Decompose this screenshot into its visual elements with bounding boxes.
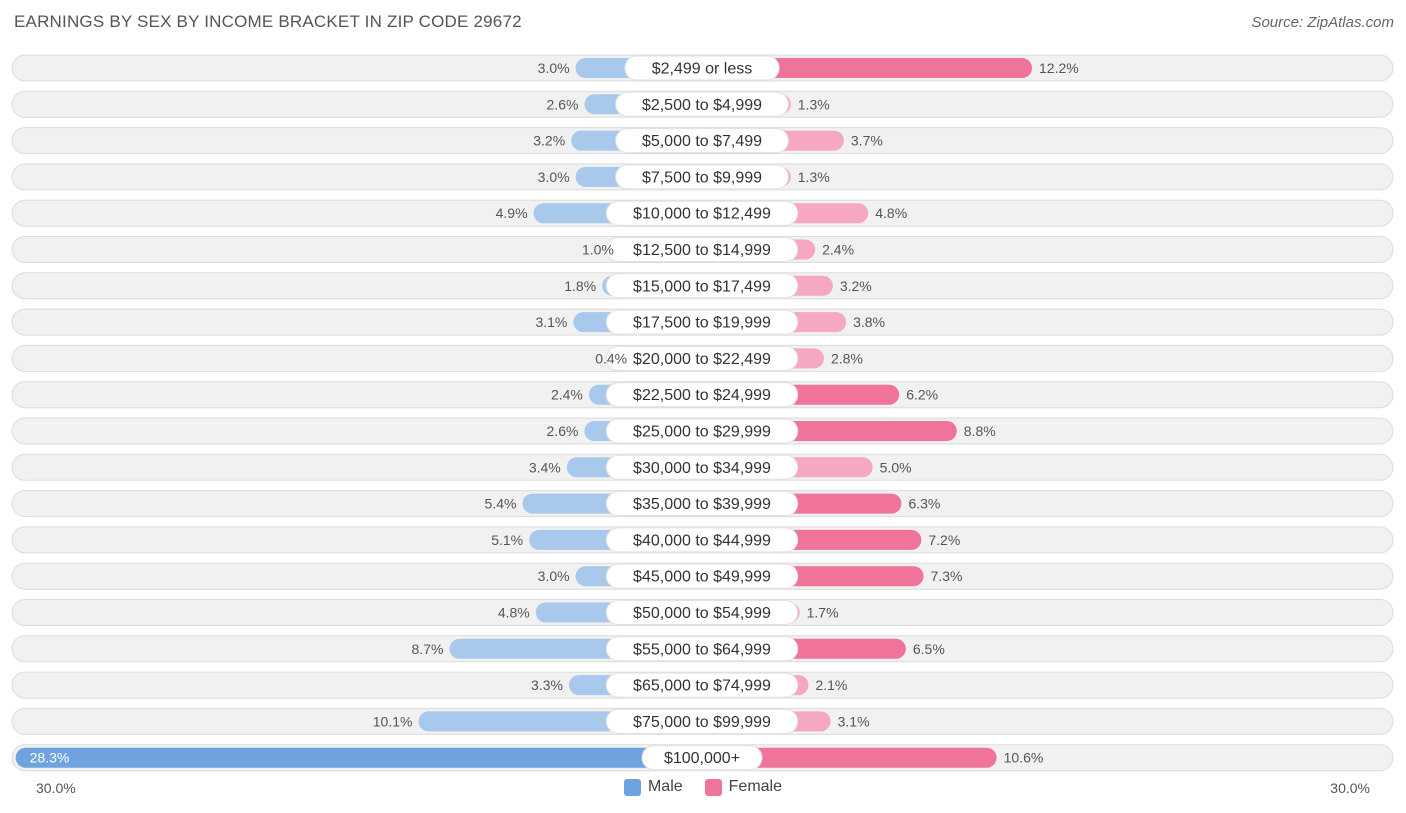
value-label-male: 3.0% — [538, 60, 570, 76]
category-label-bg — [605, 454, 799, 480]
axis-left-label: 30.0% — [36, 780, 76, 796]
value-label-female: 1.3% — [798, 96, 830, 112]
category-label-bg — [605, 563, 799, 589]
value-label-male: 2.4% — [551, 387, 583, 403]
category-label: $2,499 or less — [652, 61, 753, 78]
category-label: $22,500 to $24,999 — [633, 387, 771, 404]
value-label-male: 10.1% — [373, 713, 413, 729]
value-label-male: 8.7% — [412, 641, 444, 657]
value-label-female: 6.3% — [908, 496, 940, 512]
category-label: $40,000 to $44,999 — [633, 532, 771, 549]
category-label: $30,000 to $34,999 — [633, 460, 771, 477]
value-label-female: 7.2% — [928, 532, 960, 548]
category-label-bg — [605, 200, 799, 226]
legend-label-male: Male — [647, 778, 683, 795]
legend-item-male[interactable]: Male — [623, 778, 683, 796]
category-label-bg — [615, 91, 789, 117]
bar-male — [15, 747, 703, 768]
value-label-female: 10.6% — [1004, 750, 1044, 766]
value-label-male: 5.4% — [485, 496, 517, 512]
category-label: $15,000 to $17,499 — [633, 278, 771, 295]
value-label-female: 3.8% — [853, 314, 885, 330]
value-label-male: 3.0% — [538, 568, 570, 584]
category-label-bg — [605, 345, 799, 371]
diverging-bar-chart: $2,499 or less 3.0% 12.2% $2,500 to $4,999 2… — [11, 54, 1394, 772]
value-label-male: 4.9% — [496, 205, 528, 221]
category-label: $65,000 to $74,999 — [633, 678, 771, 695]
chart-title: EARNINGS BY SEX BY INCOME BRACKET IN ZIP… — [14, 12, 522, 31]
category-label: $35,000 to $39,999 — [633, 496, 771, 513]
legend-label-female: Female — [728, 778, 783, 795]
category-label: $20,000 to $22,499 — [633, 351, 771, 368]
value-label-male: 1.0% — [582, 242, 614, 258]
category-label-bg — [605, 418, 799, 444]
category-label: $5,000 to $7,499 — [642, 133, 762, 150]
category-label-bg — [615, 128, 789, 154]
category-label-bg — [605, 600, 799, 625]
category-label: $12,500 to $14,999 — [633, 242, 771, 259]
value-label-female: 3.7% — [851, 133, 883, 149]
value-label-male: 3.3% — [531, 677, 563, 693]
bar-female — [702, 58, 1033, 78]
value-label-female: 6.2% — [906, 387, 938, 403]
value-label-female: 6.5% — [913, 641, 945, 657]
value-label-male: 3.1% — [535, 314, 567, 330]
category-label-bg — [641, 745, 763, 771]
value-label-female: 2.8% — [831, 350, 863, 366]
category-label: $50,000 to $54,999 — [633, 605, 771, 622]
value-label-female: 2.4% — [822, 242, 854, 258]
value-label-male: 1.8% — [564, 278, 596, 294]
category-label-bg — [605, 273, 799, 299]
value-label-female: 2.1% — [815, 677, 847, 693]
legend-swatch-female — [704, 778, 722, 796]
value-label-male: 2.6% — [547, 423, 579, 439]
value-label-male: 28.3% — [30, 750, 70, 766]
category-label-bg — [624, 55, 780, 81]
value-label-male: 3.4% — [529, 459, 561, 475]
category-label-bg — [605, 382, 799, 408]
legend-swatch-male — [623, 778, 641, 796]
axis-right-label: 30.0% — [1330, 780, 1370, 796]
category-label: $7,500 to $9,999 — [642, 169, 762, 186]
value-label-female: 1.3% — [798, 169, 830, 185]
value-label-male: 3.2% — [533, 133, 565, 149]
category-label-bg — [605, 708, 799, 734]
bar-female — [702, 747, 997, 768]
category-label: $10,000 to $12,499 — [633, 206, 771, 223]
category-label: $55,000 to $64,999 — [633, 641, 771, 658]
value-label-male: 5.1% — [491, 532, 523, 548]
category-label: $45,000 to $49,999 — [633, 569, 771, 586]
category-label-bg — [605, 527, 799, 553]
value-label-female: 7.3% — [931, 568, 963, 584]
category-label: $2,500 to $4,999 — [642, 97, 762, 114]
value-label-female: 8.8% — [964, 423, 996, 439]
legend: Male Female — [0, 778, 1406, 796]
category-label-bg — [605, 491, 799, 517]
legend-item-female[interactable]: Female — [704, 778, 783, 796]
category-label: $100,000+ — [664, 750, 740, 767]
value-label-male: 4.8% — [498, 605, 530, 621]
source-credit: Source: ZipAtlas.com — [1251, 14, 1394, 31]
value-label-female: 3.2% — [840, 278, 872, 294]
value-label-male: 3.0% — [538, 169, 570, 185]
value-label-female: 5.0% — [880, 459, 912, 475]
value-label-male: 2.6% — [547, 96, 579, 112]
category-label-bg — [605, 309, 799, 335]
category-label: $75,000 to $99,999 — [633, 714, 771, 731]
category-label-bg — [615, 164, 789, 190]
value-label-female: 1.7% — [807, 605, 839, 621]
category-label: $17,500 to $19,999 — [633, 315, 771, 332]
value-label-male: 0.4% — [595, 350, 627, 366]
value-label-female: 4.8% — [875, 205, 907, 221]
category-label-bg — [605, 237, 799, 262]
value-label-female: 12.2% — [1039, 60, 1079, 76]
category-label-bg — [605, 636, 799, 662]
category-label-bg — [605, 672, 799, 698]
value-label-female: 3.1% — [838, 713, 870, 729]
category-label: $25,000 to $29,999 — [633, 424, 771, 441]
